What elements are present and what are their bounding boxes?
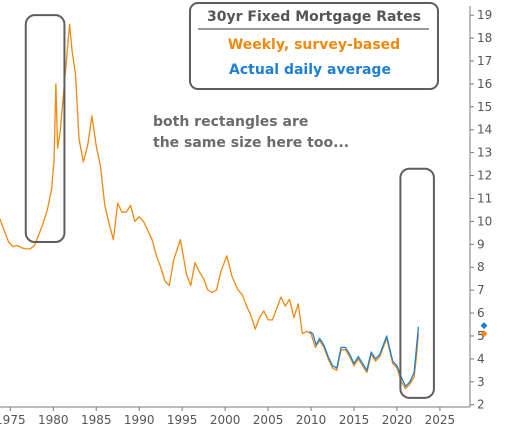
y-tick-label: 15 (477, 100, 492, 114)
end-markers (480, 322, 488, 338)
x-tick-label: 2010 (296, 413, 327, 427)
y-tick-label: 18 (477, 31, 492, 45)
y-tick-label: 4 (477, 352, 485, 366)
legend-weekly-label: Weekly, survey-based (228, 37, 400, 53)
legend-box (189, 2, 439, 90)
y-tick-label: 6 (477, 306, 485, 320)
x-tick-label: 1975 (0, 413, 26, 427)
y-tick-label: 13 (477, 146, 492, 160)
legend-title: 30yr Fixed Mortgage Rates (207, 9, 421, 25)
y-tick-label: 10 (477, 214, 492, 228)
y-tick-label: 8 (477, 260, 485, 274)
y-tick-label: 17 (477, 54, 492, 68)
y-tick-label: 14 (477, 123, 492, 137)
legend: 30yr Fixed Mortgage Rates Weekly, survey… (189, 2, 439, 90)
x-tick-label: 2005 (253, 413, 284, 427)
y-tick-label: 11 (477, 191, 492, 205)
x-tick-label: 2000 (210, 413, 241, 427)
legend-daily-label: Actual daily average (229, 62, 391, 78)
y-tick-label: 3 (477, 375, 485, 389)
x-tick-label: 1990 (124, 413, 155, 427)
x-tick-label: 2015 (339, 413, 370, 427)
daily-end-marker (480, 322, 488, 330)
y-tick-label: 12 (477, 169, 492, 183)
annotation-line-1: both rectangles are (153, 114, 308, 130)
y-tick-label: 2 (477, 398, 485, 412)
highlight-rect-2 (399, 167, 435, 399)
highlight-rect-1 (24, 14, 66, 244)
x-axis-ticks: 1975 1980 1985 1990 1995 2000 2005 2010 2015 2020… (0, 407, 455, 427)
highlight-rectangles (24, 14, 435, 399)
x-tick-label: 1980 (38, 413, 69, 427)
x-tick-label: 1985 (81, 413, 112, 427)
plot-area: 1975198019851990199520002005201020152020… (0, 6, 492, 427)
x-tick-label: 2020 (382, 413, 413, 427)
y-axis-ticks: 2 3 4 5 6 7 8 9 10 11 12 13 14 15 16 17 18 19 (470, 8, 492, 412)
annotation: both rectangles are the same size here t… (153, 114, 349, 151)
x-tick-label: 2025 (425, 413, 456, 427)
series-line-weekly (0, 23, 420, 390)
y-tick-label: 9 (477, 237, 485, 251)
series-layer (0, 23, 420, 390)
y-tick-label: 19 (477, 8, 492, 22)
y-tick-label: 7 (477, 283, 485, 297)
y-tick-label: 16 (477, 77, 492, 91)
weekly-end-marker (480, 330, 488, 338)
y-tick-label: 5 (477, 329, 485, 343)
series-line-daily (308, 326, 420, 388)
x-tick-label: 1995 (167, 413, 198, 427)
annotation-line-2: the same size here too... (153, 135, 349, 151)
